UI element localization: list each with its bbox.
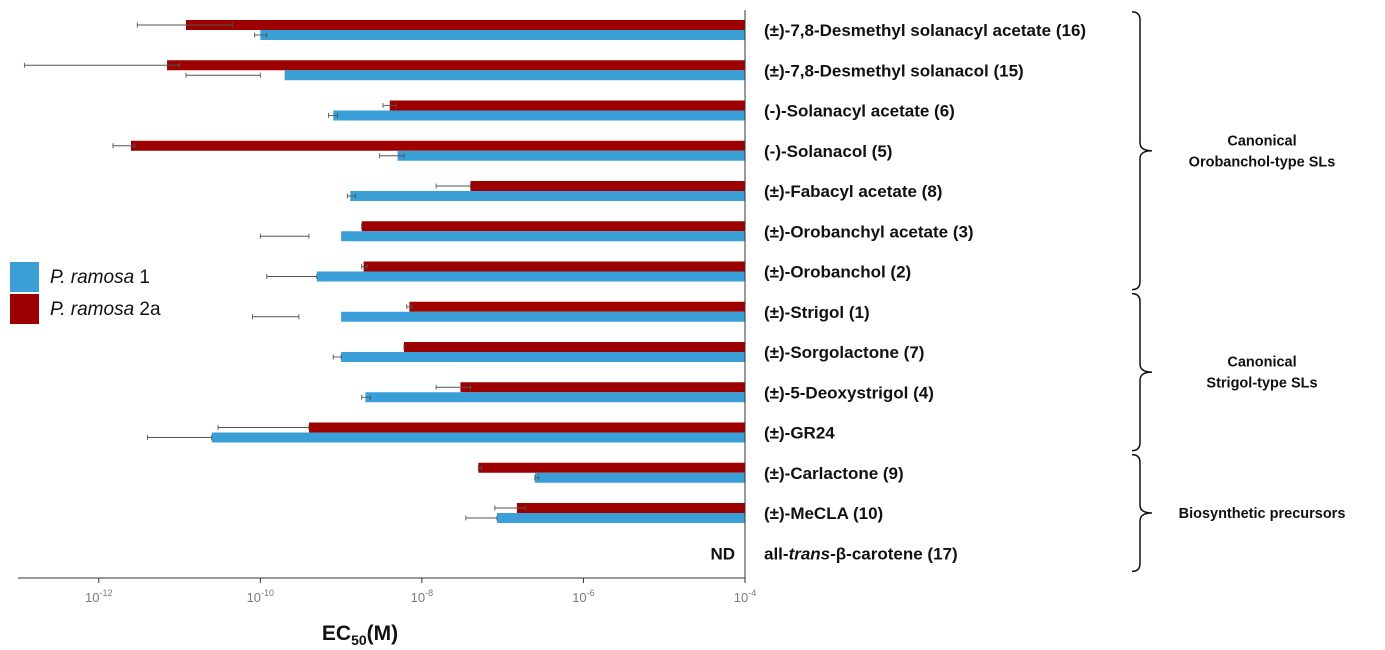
x-ticks: 10-12 10-10 10-8 10-6 10-4 xyxy=(85,578,756,605)
group-label: Biosynthetic precursors xyxy=(1179,506,1346,522)
bar-pr2a xyxy=(361,221,745,232)
bar-pr2a xyxy=(130,140,745,151)
bar-pr1 xyxy=(365,392,745,403)
bar-pr2a xyxy=(516,503,745,513)
category-label: (±)-7,8-Desmethyl solanacyl acetate (16) xyxy=(764,21,1086,40)
category-labels: (±)-7,8-Desmethyl solanacyl acetate (16)… xyxy=(710,21,1086,563)
bar-pr1 xyxy=(397,150,745,161)
bar-pr2a xyxy=(409,301,745,312)
category-label: (±)-Carlactone (9) xyxy=(764,464,904,483)
bars-layer xyxy=(130,20,746,523)
group-label: Orobanchol-type SLs xyxy=(1189,154,1336,170)
category-label: (±)-Fabacyl acetate (8) xyxy=(764,182,942,201)
bar-pr1 xyxy=(284,70,745,81)
x-tick-label: 10-4 xyxy=(734,588,756,605)
x-tick-label: 10-8 xyxy=(411,588,433,605)
legend: P. ramosa 1 P. ramosa 2a xyxy=(10,262,161,324)
category-label: (-)-Solanacol (5) xyxy=(764,142,892,161)
category-label: (±)-MeCLA (10) xyxy=(764,504,883,523)
legend-label-pr1: P. ramosa 1 xyxy=(50,267,150,288)
group-brace xyxy=(1131,292,1153,452)
category-label: (±)-Orobanchyl acetate (3) xyxy=(764,222,974,241)
legend-swatch-pr2a xyxy=(10,294,39,324)
legend-label-pr2a: P. ramosa 2a xyxy=(50,299,161,320)
not-determined-label: ND xyxy=(710,544,735,563)
group-brace xyxy=(1131,453,1153,573)
bar-pr2a xyxy=(470,181,745,191)
category-label: (±)-Orobanchol (2) xyxy=(764,263,911,282)
x-tick-label: 10-6 xyxy=(572,588,594,605)
category-label: (±)-GR24 xyxy=(764,424,835,443)
bar-pr1 xyxy=(333,110,745,121)
x-tick-label: 10-10 xyxy=(247,588,274,605)
group-brace xyxy=(1131,11,1153,291)
bar-pr2a xyxy=(403,342,745,352)
category-label: (±)-7,8-Desmethyl solanacol (15) xyxy=(764,61,1024,80)
category-label: (±)-5-Deoxystrigol (4) xyxy=(764,383,934,402)
bar-pr1 xyxy=(341,352,745,362)
error-bars-layer xyxy=(23,22,540,521)
bar-pr1 xyxy=(534,472,745,483)
group-label: Strigol-type SLs xyxy=(1206,376,1317,392)
bar-pr1 xyxy=(350,191,745,201)
bar-pr1 xyxy=(341,231,745,242)
bar-pr2a xyxy=(460,382,745,393)
bar-pr2a xyxy=(389,100,745,111)
bar-pr2a xyxy=(308,422,745,433)
bar-pr1 xyxy=(496,513,745,523)
x-tick-label: 10-12 xyxy=(85,588,112,605)
bar-pr2a xyxy=(167,60,746,71)
legend-swatch-pr1 xyxy=(10,262,39,292)
category-label: (±)-Sorgolactone (7) xyxy=(764,343,924,362)
bar-pr2a xyxy=(478,462,745,473)
category-label: all-trans-β-carotene (17) xyxy=(764,544,958,563)
bar-pr1 xyxy=(316,271,745,282)
bar-pr2a xyxy=(185,20,745,30)
bar-pr2a xyxy=(363,261,745,272)
bar-pr1 xyxy=(211,432,746,443)
x-axis-label: EC50(M) xyxy=(322,622,398,648)
bar-pr1 xyxy=(260,30,745,40)
group-braces: Canonical Orobanchol-type SLs Canonical Str… xyxy=(1131,11,1346,573)
group-label: Canonical xyxy=(1227,133,1296,149)
bar-pr1 xyxy=(341,311,745,322)
category-label: (-)-Solanacyl acetate (6) xyxy=(764,102,955,121)
category-label: (±)-Strigol (1) xyxy=(764,303,870,322)
group-label: Canonical xyxy=(1227,355,1296,371)
